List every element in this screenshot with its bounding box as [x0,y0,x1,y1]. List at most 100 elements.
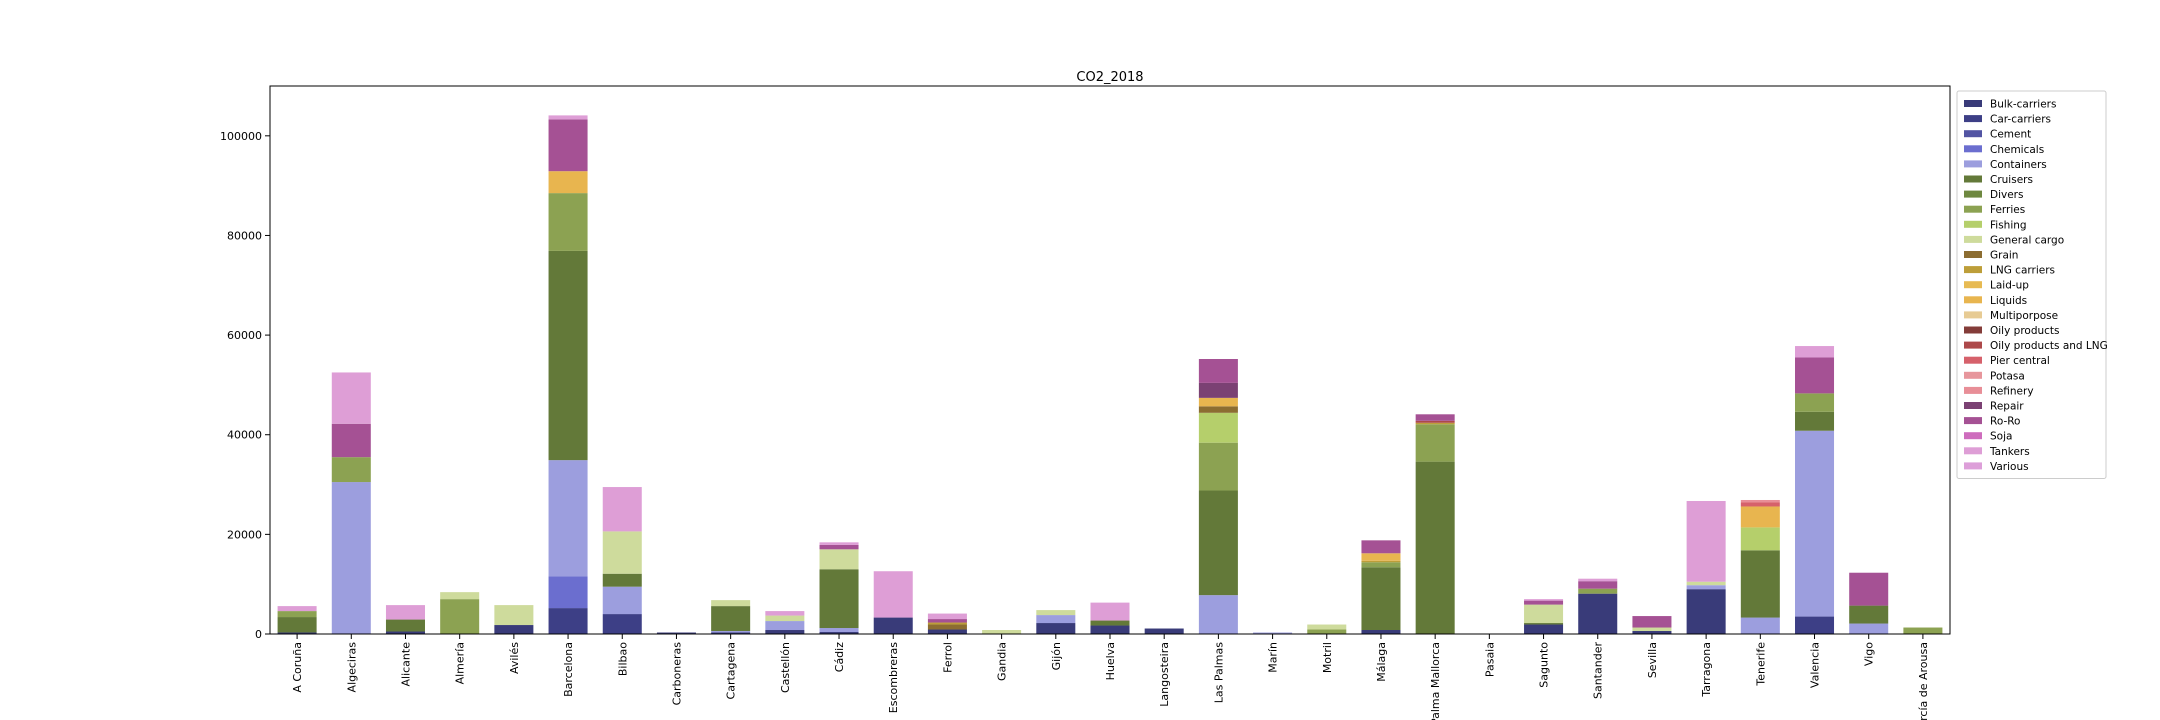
bar-segment [602,573,642,587]
bar-segment [548,250,588,461]
y-tick-label: 20000 [227,528,262,541]
bar-segment [1415,420,1455,423]
bar-segment [927,624,967,630]
bar-segment [927,613,967,620]
legend-label: Multiporpose [1990,310,2058,322]
bar-segment [385,631,425,634]
bar-segment [1740,550,1780,618]
legend-swatch [1964,447,1982,455]
legend-label: Tankers [1989,446,2030,458]
legend-label: Containers [1990,159,2047,171]
bar-segment [1415,461,1455,634]
x-tick-label: Las Palmas [1212,642,1225,703]
legend-label: Laid-up [1990,280,2029,292]
y-tick-label: 80000 [227,229,262,242]
x-tick-label: Castellón [779,642,792,693]
legend-swatch [1964,205,1982,213]
legend-swatch [1964,311,1982,319]
bar-segment [1198,359,1238,383]
bar-segment [1578,588,1618,594]
bar-segment [1415,424,1455,462]
x-tick-label: Avilés [508,642,521,674]
legend-swatch [1964,402,1982,409]
bar-segment [277,606,317,612]
bar-segment [1307,629,1347,634]
bar-segment [1198,382,1238,398]
legend-box [1956,90,2107,479]
legend-label: Soja [1990,431,2012,443]
bar-segment [1361,540,1401,554]
bar-segment [1524,623,1564,625]
legend-label: Fishing [1990,219,2027,231]
y-tick-label: 0 [255,628,262,641]
legend-swatch [1964,326,1982,334]
legend-swatch [1964,130,1982,138]
bar-segment [1415,422,1455,425]
bar-segment [1632,616,1672,628]
legend-label: Liquids [1990,295,2027,307]
legend-label: Cruisers [1990,174,2033,186]
bar-segment [1795,430,1835,617]
bar-segment [765,621,805,631]
legend-swatch [1964,417,1982,425]
y-tick-label: 100000 [220,130,262,143]
bar-segment [982,630,1022,634]
bar-segment [1849,605,1889,624]
bar-segment [1253,632,1293,634]
legend-label: Oily products and LNG [1990,340,2108,352]
legend-swatch [1964,115,1982,123]
x-tick-label: Sagunto [1538,642,1551,688]
bar-segment [1795,346,1835,358]
bar-segment [1849,623,1889,634]
legend-swatch [1964,386,1982,394]
bar-segment [927,619,967,623]
x-tick-label: Vigo [1863,642,1876,666]
x-axis: A Coruña Algeciras Alicante Almería Avilés Ba… [291,634,1930,720]
x-tick-label: Almería [454,642,467,684]
bar-segment [494,625,534,634]
bar-segment [873,617,913,634]
bar-segment [548,171,588,194]
legend-swatch [1964,266,1982,274]
bar-segment [711,606,751,632]
bar-segment [1524,624,1564,634]
bar-segment [548,460,588,577]
x-tick-label: Cartagena [725,642,738,699]
legend-label: Repair [1990,401,2024,413]
bar-segment [1198,412,1238,443]
bar-segment [1524,599,1564,601]
legend-swatch [1964,100,1982,107]
bar-segment [548,193,588,251]
y-tick-label: 40000 [227,429,262,442]
bar-segment [1415,414,1455,421]
legend-label: Various [1990,461,2029,473]
bar-segment [440,592,480,600]
legend-swatch [1964,281,1982,289]
bar-segment [1361,560,1401,563]
bar-segment [1686,581,1726,586]
legend: Bulk-carriers Car-carriers Cement Chemicals… [1956,90,2108,479]
legend-swatch [1964,371,1982,379]
x-tick-label: Motril [1321,642,1334,673]
bar-segment [819,628,859,633]
bar-segment [1524,604,1564,624]
x-tick-label: A Coruña [291,642,304,693]
legend-label: Refinery [1990,385,2034,397]
legend-label: General cargo [1990,234,2064,246]
bar-segment [1036,615,1076,624]
x-tick-label: Carboneras [670,642,683,706]
bar-segment [1740,527,1780,551]
y-axis: 0 20000 40000 60000 80000 100000 [220,130,270,641]
x-tick-label: Sevilla [1646,642,1659,678]
legend-swatch [1964,145,1982,153]
bar-segment [819,569,859,629]
legend-swatch [1964,462,1982,470]
bar-segment [1361,553,1401,561]
x-tick-label: Alicante [399,642,412,687]
bar-segment [548,608,588,634]
bar-segment [548,115,588,120]
bar-segment [1578,581,1618,589]
x-tick-label: Tenerife [1754,642,1767,687]
legend-swatch [1964,175,1982,183]
